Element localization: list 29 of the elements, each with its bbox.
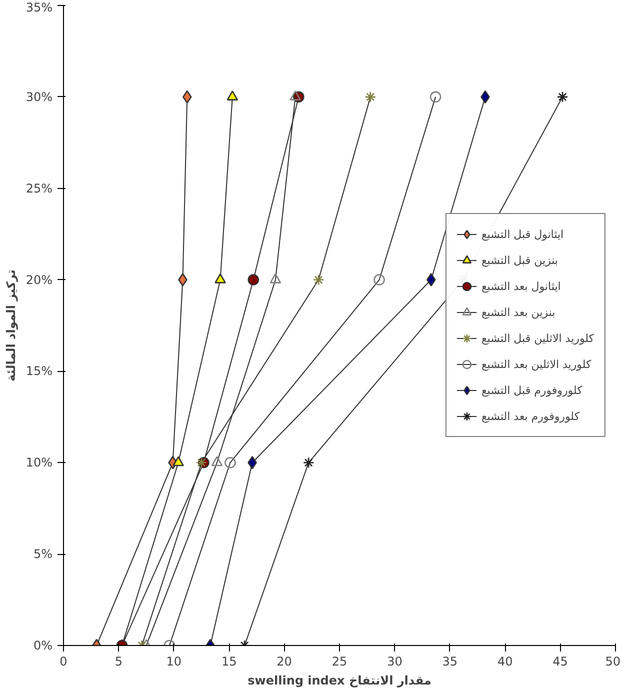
- y-tick-label: 35%: [26, 0, 52, 14]
- x-tick-label: 45: [552, 654, 568, 668]
- legend-label: ايثانول قبل التشبع: [481, 228, 564, 240]
- legend-label: كلوريد الاثلين بعد التشبع: [481, 358, 592, 370]
- legend-label: بنزين بعد التشبع: [481, 306, 556, 318]
- y-tick-label: 25%: [26, 181, 52, 196]
- legend-label: بنزين قبل التشبع: [481, 254, 558, 266]
- y-tick-label: 10%: [26, 456, 52, 470]
- x-tick-label: 30: [387, 654, 402, 668]
- x-tick-label: 0: [60, 654, 68, 668]
- x-tick-label: 25: [332, 654, 348, 668]
- y-tick-label: 20%: [26, 272, 52, 287]
- x-tick-label: 40: [497, 654, 513, 668]
- legend-label: كلوريد الاثلين قبل التشبع: [481, 332, 594, 344]
- y-axis-title: تركيز المواد المالئة: [4, 270, 18, 382]
- x-tick-label: 5: [114, 654, 123, 668]
- y-tick-label: 30%: [26, 90, 52, 104]
- y-tick-label: 15%: [26, 364, 52, 378]
- x-tick-label: 50: [605, 654, 621, 668]
- x-axis-title: swelling index مقدار الانتفاخ: [248, 674, 432, 688]
- y-tick-label: 5%: [33, 547, 53, 562]
- x-tick-label: 35: [442, 654, 458, 668]
- x-tick-label: 15: [221, 654, 237, 668]
- x-tick-label: 20: [276, 654, 292, 668]
- legend-label: كلوروفورم بعد التشبع: [481, 410, 580, 422]
- legend-label: كلوروفورم قبل التشبع: [481, 384, 582, 396]
- y-tick-label: 0%: [33, 638, 53, 652]
- x-tick-label: 10: [166, 654, 182, 668]
- legend-label: ايثانول بعد التشبع: [481, 280, 561, 292]
